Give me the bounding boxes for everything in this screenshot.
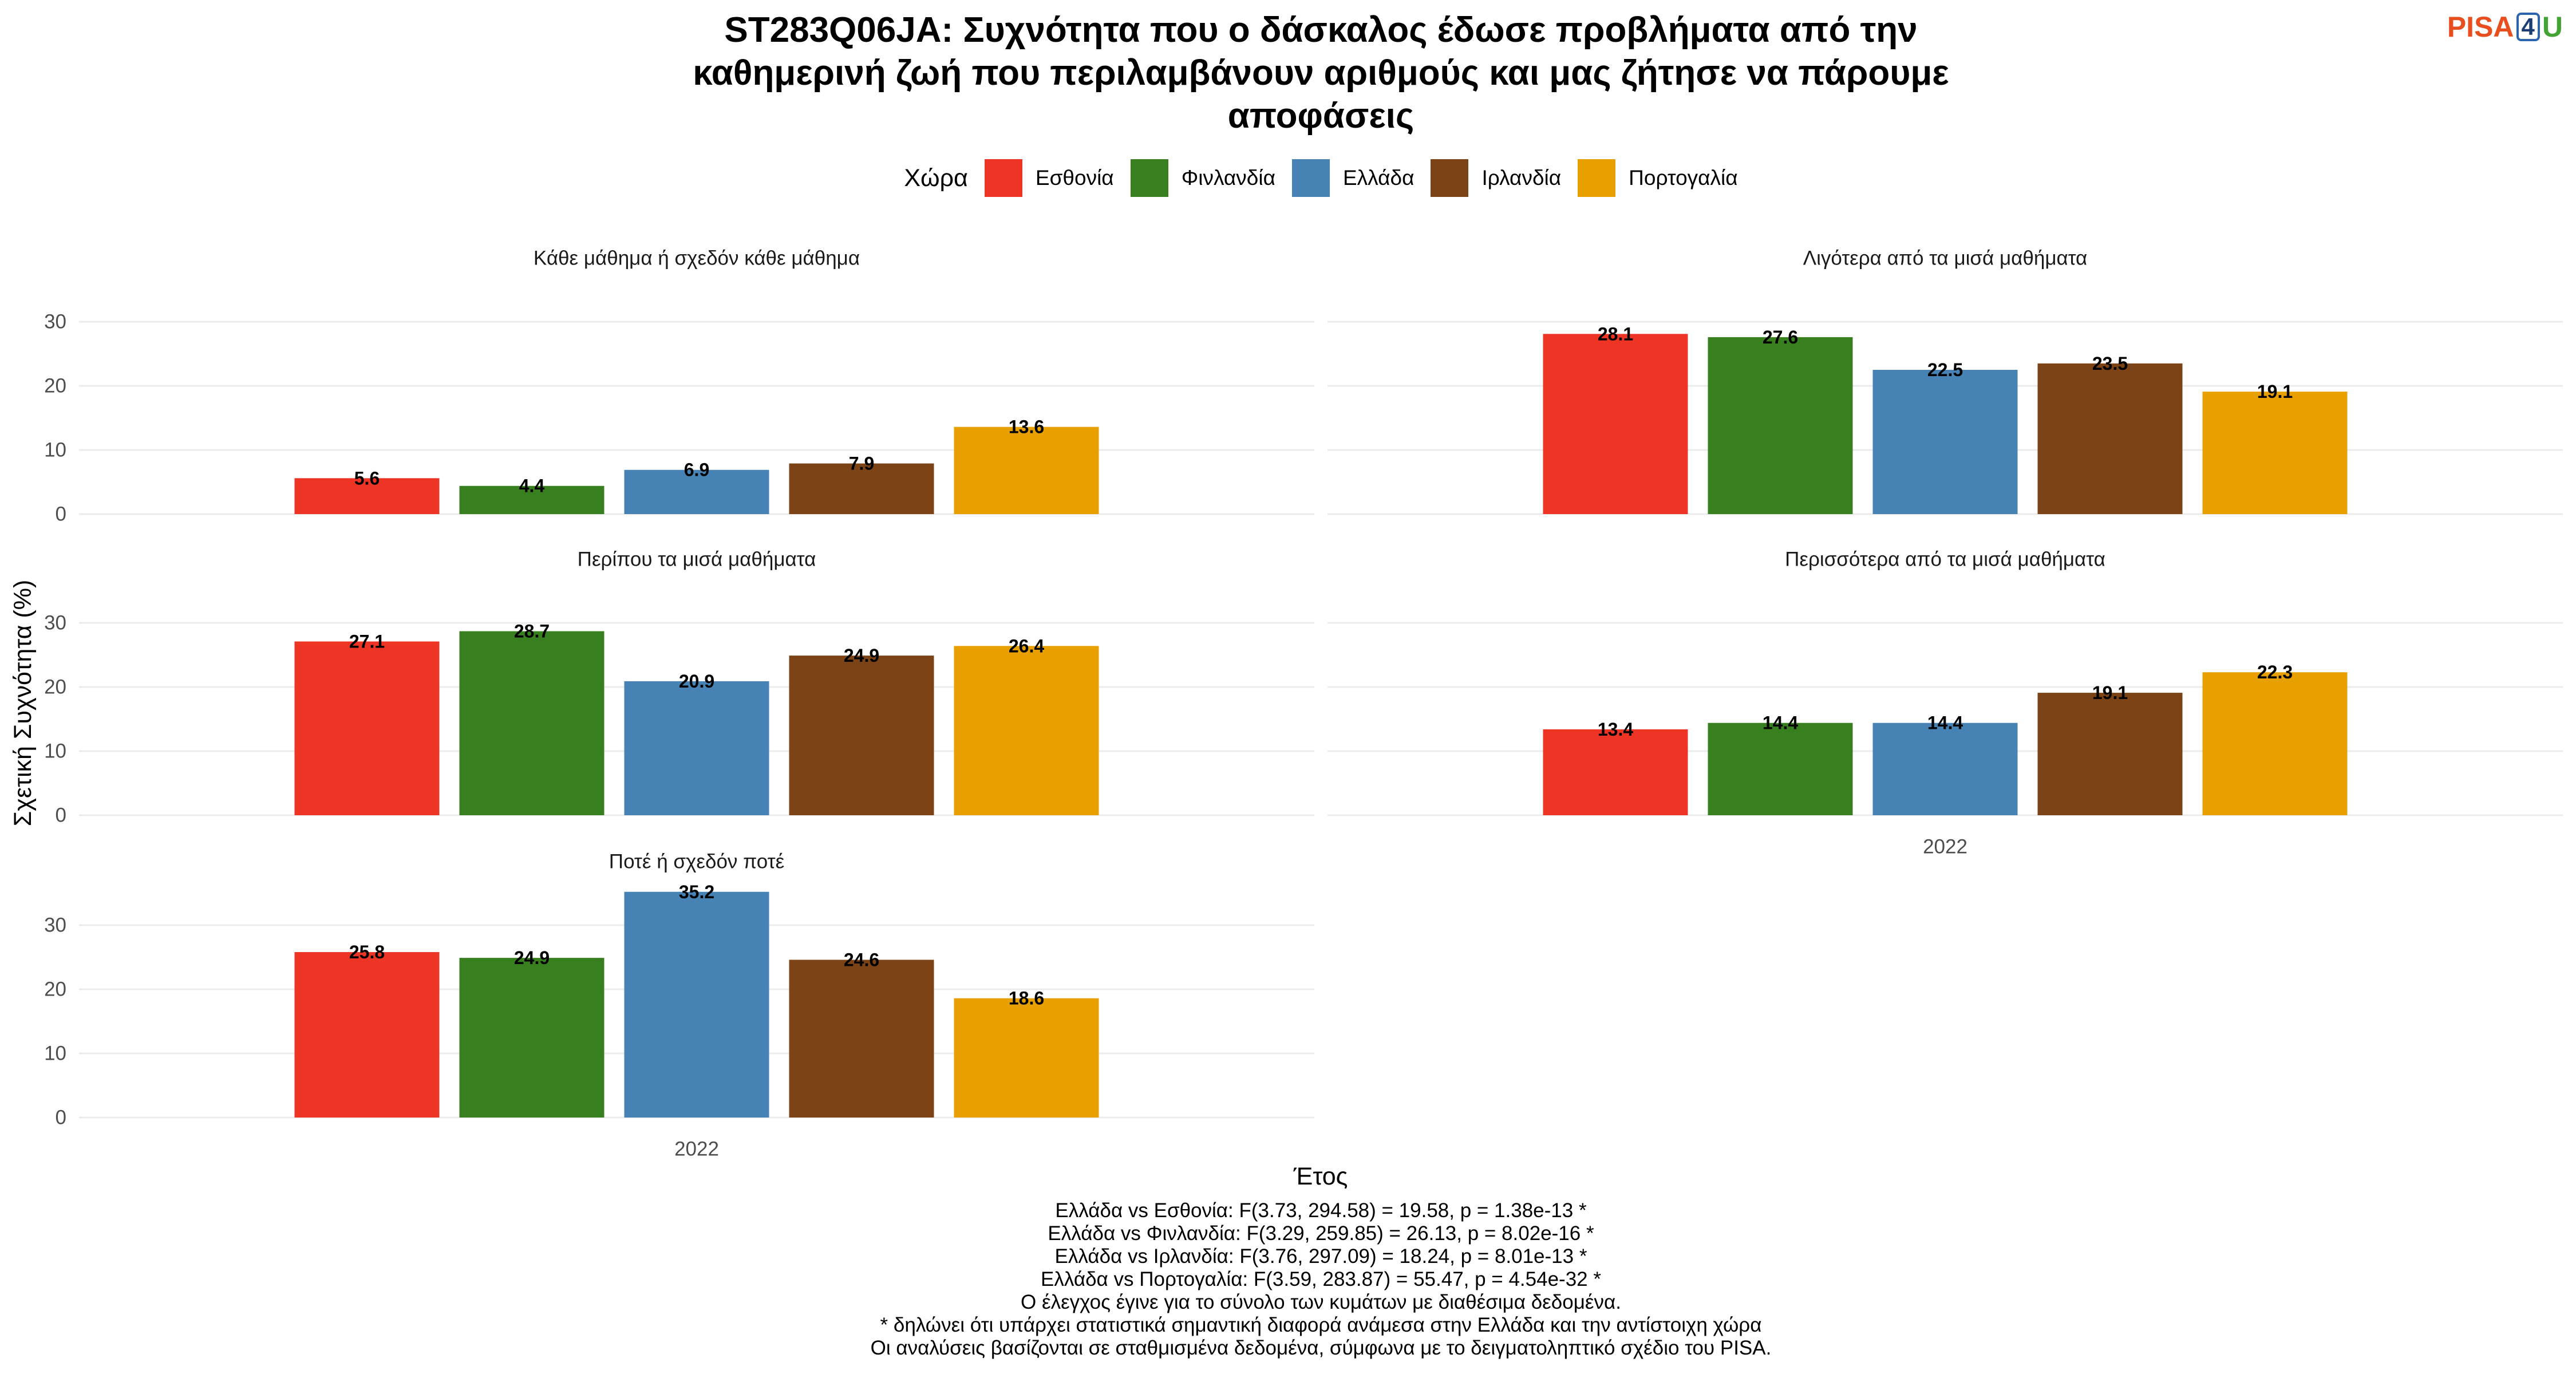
logo-text-four: 4 xyxy=(2516,13,2540,41)
bar xyxy=(954,998,1099,1118)
y-axis-title: Σχετική Συχνότητα (%) xyxy=(9,580,37,827)
legend-key-finland xyxy=(1130,159,1168,197)
y-tick-label: 20 xyxy=(44,978,66,1001)
panel-title: Περισσότερα από τα μισά μαθήματα xyxy=(1785,548,2105,571)
data-label: 26.4 xyxy=(1009,635,1044,656)
data-label: 6.9 xyxy=(684,460,709,480)
bar xyxy=(624,469,769,514)
legend-label-finland: Φινλανδία xyxy=(1181,166,1275,189)
data-label: 22.3 xyxy=(2257,662,2293,682)
data-label: 4.4 xyxy=(519,476,545,496)
data-label: 28.1 xyxy=(1598,323,1633,344)
bar xyxy=(294,952,440,1118)
y-tick-label: 10 xyxy=(44,740,66,763)
legend-key-estonia xyxy=(984,159,1022,197)
data-label: 24.6 xyxy=(844,949,879,970)
data-label: 7.9 xyxy=(849,453,874,474)
data-label: 28.7 xyxy=(514,621,550,642)
bar xyxy=(459,958,605,1118)
panel-title: Ποτέ ή σχεδόν ποτέ xyxy=(609,851,784,873)
panel-title: Κάθε μάθημα ή σχεδόν κάθε μάθημα xyxy=(534,247,860,270)
y-tick-label: 10 xyxy=(44,1043,66,1065)
legend-key-portugal xyxy=(1578,159,1616,197)
data-label: 24.9 xyxy=(514,947,550,968)
caption-line: Οι αναλύσεις βασίζονται σε σταθμισμένα δ… xyxy=(870,1337,1772,1359)
bar xyxy=(2037,363,2183,514)
caption: Ελλάδα vs Εσθονία: F(3.73, 294.58) = 19.… xyxy=(79,1199,2563,1360)
chart-title: ST283Q06JA: Συχνότητα που ο δάσκαλος έδω… xyxy=(693,10,1949,136)
bar xyxy=(2202,392,2348,514)
bar xyxy=(954,646,1099,815)
logo-text-u: U xyxy=(2542,11,2563,43)
data-label: 24.9 xyxy=(844,645,879,666)
y-tick-label: 0 xyxy=(56,503,66,526)
data-label: 14.4 xyxy=(1763,713,1798,733)
data-label: 22.5 xyxy=(1927,360,1963,380)
caption-line: * δηλώνει ότι υπάρχει στατιστικά σημαντι… xyxy=(880,1314,1762,1336)
bar xyxy=(294,478,440,514)
legend-key-greece xyxy=(1291,159,1330,197)
bar xyxy=(954,427,1099,514)
data-label: 13.4 xyxy=(1598,719,1633,740)
panel-title: Περίπου τα μισά μαθήματα xyxy=(578,548,816,571)
data-label: 25.8 xyxy=(349,942,385,962)
data-label: 27.1 xyxy=(349,631,385,652)
legend-label-estonia: Εσθονία xyxy=(1035,166,1114,189)
bar xyxy=(1708,337,1853,514)
panel-title: Λιγότερα από τα μισά μαθήματα xyxy=(1803,247,2088,270)
legend-label-greece: Ελλάδα xyxy=(1342,166,1415,189)
bar xyxy=(1708,722,1853,815)
caption-line: Ελλάδα vs Ιρλανδία: F(3.76, 297.09) = 18… xyxy=(1054,1245,1587,1268)
bar xyxy=(459,631,605,815)
y-tick-label: 0 xyxy=(56,804,66,827)
bar xyxy=(1543,729,1688,815)
data-label: 5.6 xyxy=(354,468,380,488)
y-tick-label: 0 xyxy=(56,1107,66,1129)
data-label: 35.2 xyxy=(679,882,714,902)
caption-line: Ελλάδα vs Φινλανδία: F(3.29, 259.85) = 2… xyxy=(1048,1222,1594,1245)
legend-label-ireland: Ιρλανδία xyxy=(1481,166,1562,189)
data-label: 19.1 xyxy=(2257,381,2293,402)
bar xyxy=(789,656,934,815)
legend: Χώρα Εσθονία Φινλανδία Ελλάδα Ιρλανδία Π… xyxy=(79,159,2563,197)
y-tick-label: 30 xyxy=(44,311,66,333)
bar xyxy=(2037,693,2183,815)
data-label: 27.6 xyxy=(1763,327,1798,348)
bar xyxy=(624,891,769,1118)
data-label: 14.4 xyxy=(1927,713,1963,733)
bar xyxy=(294,641,440,815)
bar xyxy=(789,960,934,1118)
data-label: 23.5 xyxy=(2092,353,2128,374)
y-tick-label: 20 xyxy=(44,676,66,698)
data-label: 13.6 xyxy=(1009,417,1044,437)
data-label: 20.9 xyxy=(679,671,714,692)
bar xyxy=(1543,334,1688,514)
legend-key-ireland xyxy=(1431,159,1469,197)
bar xyxy=(624,681,769,815)
x-tick-label: 2022 xyxy=(674,1138,719,1160)
caption-line: Ο έλεγχος έγινε για το σύνολο των κυμάτω… xyxy=(1021,1291,1621,1313)
data-label: 18.6 xyxy=(1009,988,1044,1009)
bar xyxy=(1872,370,2018,514)
bar xyxy=(459,485,605,514)
x-tick-label: 2022 xyxy=(1923,836,1967,858)
logo-text-pisa: PISA xyxy=(2447,11,2514,43)
x-axis-title: Έτος xyxy=(1293,1163,1348,1190)
bar xyxy=(1872,722,2018,815)
legend-title: Χώρα xyxy=(904,164,968,192)
y-tick-label: 30 xyxy=(44,914,66,937)
legend-label-portugal: Πορτογαλία xyxy=(1629,166,1738,189)
caption-line: Ελλάδα vs Εσθονία: F(3.73, 294.58) = 19.… xyxy=(1055,1199,1587,1222)
bar xyxy=(789,463,934,514)
y-tick-label: 30 xyxy=(44,612,66,634)
data-label: 19.1 xyxy=(2092,682,2128,703)
bar xyxy=(2202,672,2348,815)
pisa4u-logo: PISA 4 U xyxy=(2447,13,2563,41)
caption-line: Ελλάδα vs Πορτογαλία: F(3.59, 283.87) = … xyxy=(1041,1268,1601,1290)
y-tick-label: 20 xyxy=(44,375,66,397)
y-tick-label: 10 xyxy=(44,439,66,461)
